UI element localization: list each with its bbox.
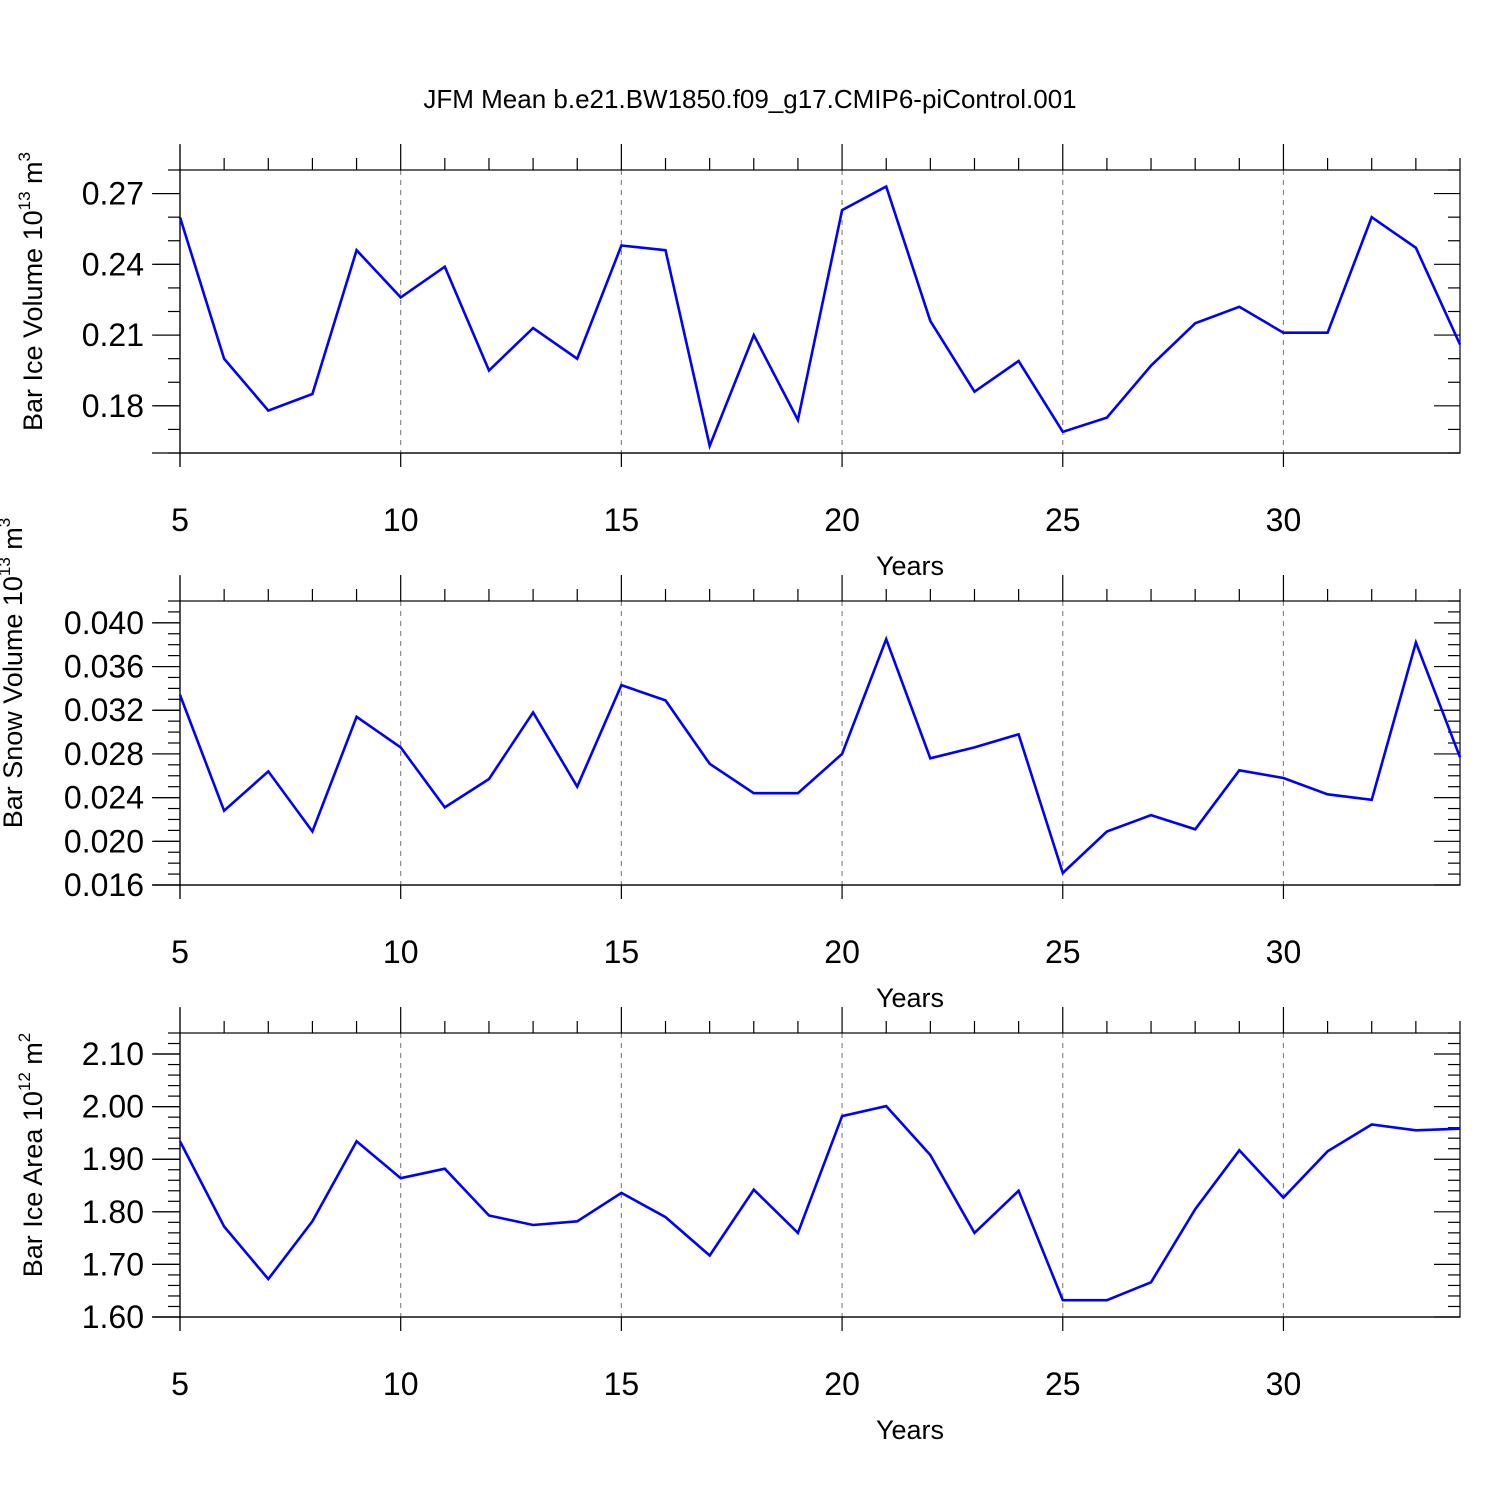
panel-1: 5 10 15 20 25 30 Years 0.18 0.21 0.24 0.27 Bar Ice … [15, 144, 1462, 581]
x-tick-label: 30 [1266, 1366, 1302, 1402]
y-tick-label: 0.18 [82, 388, 144, 424]
x-tick-label: 10 [383, 934, 419, 970]
x-axis-label: Years [876, 551, 944, 581]
y-tick-label: 2.00 [82, 1089, 144, 1125]
series-line [178, 184, 1462, 451]
series-line [178, 1104, 1461, 1302]
plot-frame [179, 600, 1461, 886]
panel-2: 5 10 15 20 25 30 Years 0.016 0.020 0.024 0.028 0.03… [0, 518, 1462, 1013]
x-tick-label: 30 [1266, 934, 1302, 970]
x-tick-label: 20 [824, 934, 860, 970]
y-tick-label: 0.036 [64, 649, 144, 685]
panels: 5 10 15 20 25 30 Years 0.18 0.21 0.24 0.27 Bar Ice … [0, 144, 1462, 1445]
x-tick-label: 20 [824, 1366, 860, 1402]
y-tick-label: 0.24 [82, 246, 144, 282]
y-tick-label: 0.028 [64, 736, 144, 772]
y-tick-label: 1.70 [82, 1246, 144, 1282]
series-line [178, 635, 1462, 876]
y-tick-label: 0.020 [64, 823, 144, 859]
x-tick-label: 10 [383, 502, 419, 538]
x-tick-label: 5 [171, 502, 189, 538]
x-tick-label: 10 [383, 1366, 419, 1402]
y-tick-label: 1.60 [82, 1299, 144, 1335]
figure-title: JFM Mean b.e21.BW1850.f09_g17.CMIP6-piCo… [423, 84, 1076, 114]
y-tick-label: 0.21 [82, 317, 144, 353]
x-axis-label: Years [876, 1415, 944, 1445]
x-axis-label: Years [876, 983, 944, 1013]
y-tick-label: 2.10 [82, 1036, 144, 1072]
y-tick-label: 0.024 [64, 780, 144, 816]
y-tick-label: 1.80 [82, 1194, 144, 1230]
x-tick-label: 25 [1045, 502, 1081, 538]
y-tick-label: 0.032 [64, 692, 144, 728]
y-tick-label: 0.27 [82, 176, 144, 212]
x-tick-label: 30 [1266, 502, 1302, 538]
y-axis-label: Bar Ice Volume 1013 m3 [15, 152, 48, 431]
y-axis-label: Bar Snow Volume 1013 m3 [0, 518, 28, 829]
x-tick-label: 20 [824, 502, 860, 538]
x-tick-label: 15 [604, 934, 640, 970]
x-tick-label: 25 [1045, 1366, 1081, 1402]
x-tick-label: 15 [604, 1366, 640, 1402]
y-tick-label: 0.016 [64, 867, 144, 903]
y-axis-label: Bar Ice Area 1012 m2 [15, 1033, 48, 1278]
x-tick-label: 5 [171, 1366, 189, 1402]
y-tick-label: 0.040 [64, 605, 144, 641]
x-tick-label: 25 [1045, 934, 1081, 970]
x-tick-label: 5 [171, 934, 189, 970]
panel-3: 5 10 15 20 25 30 Years 1.60 1.70 1.80 1.90 2.00 2.10… [15, 1007, 1461, 1445]
y-tick-label: 1.90 [82, 1141, 144, 1177]
x-tick-label: 15 [604, 502, 640, 538]
